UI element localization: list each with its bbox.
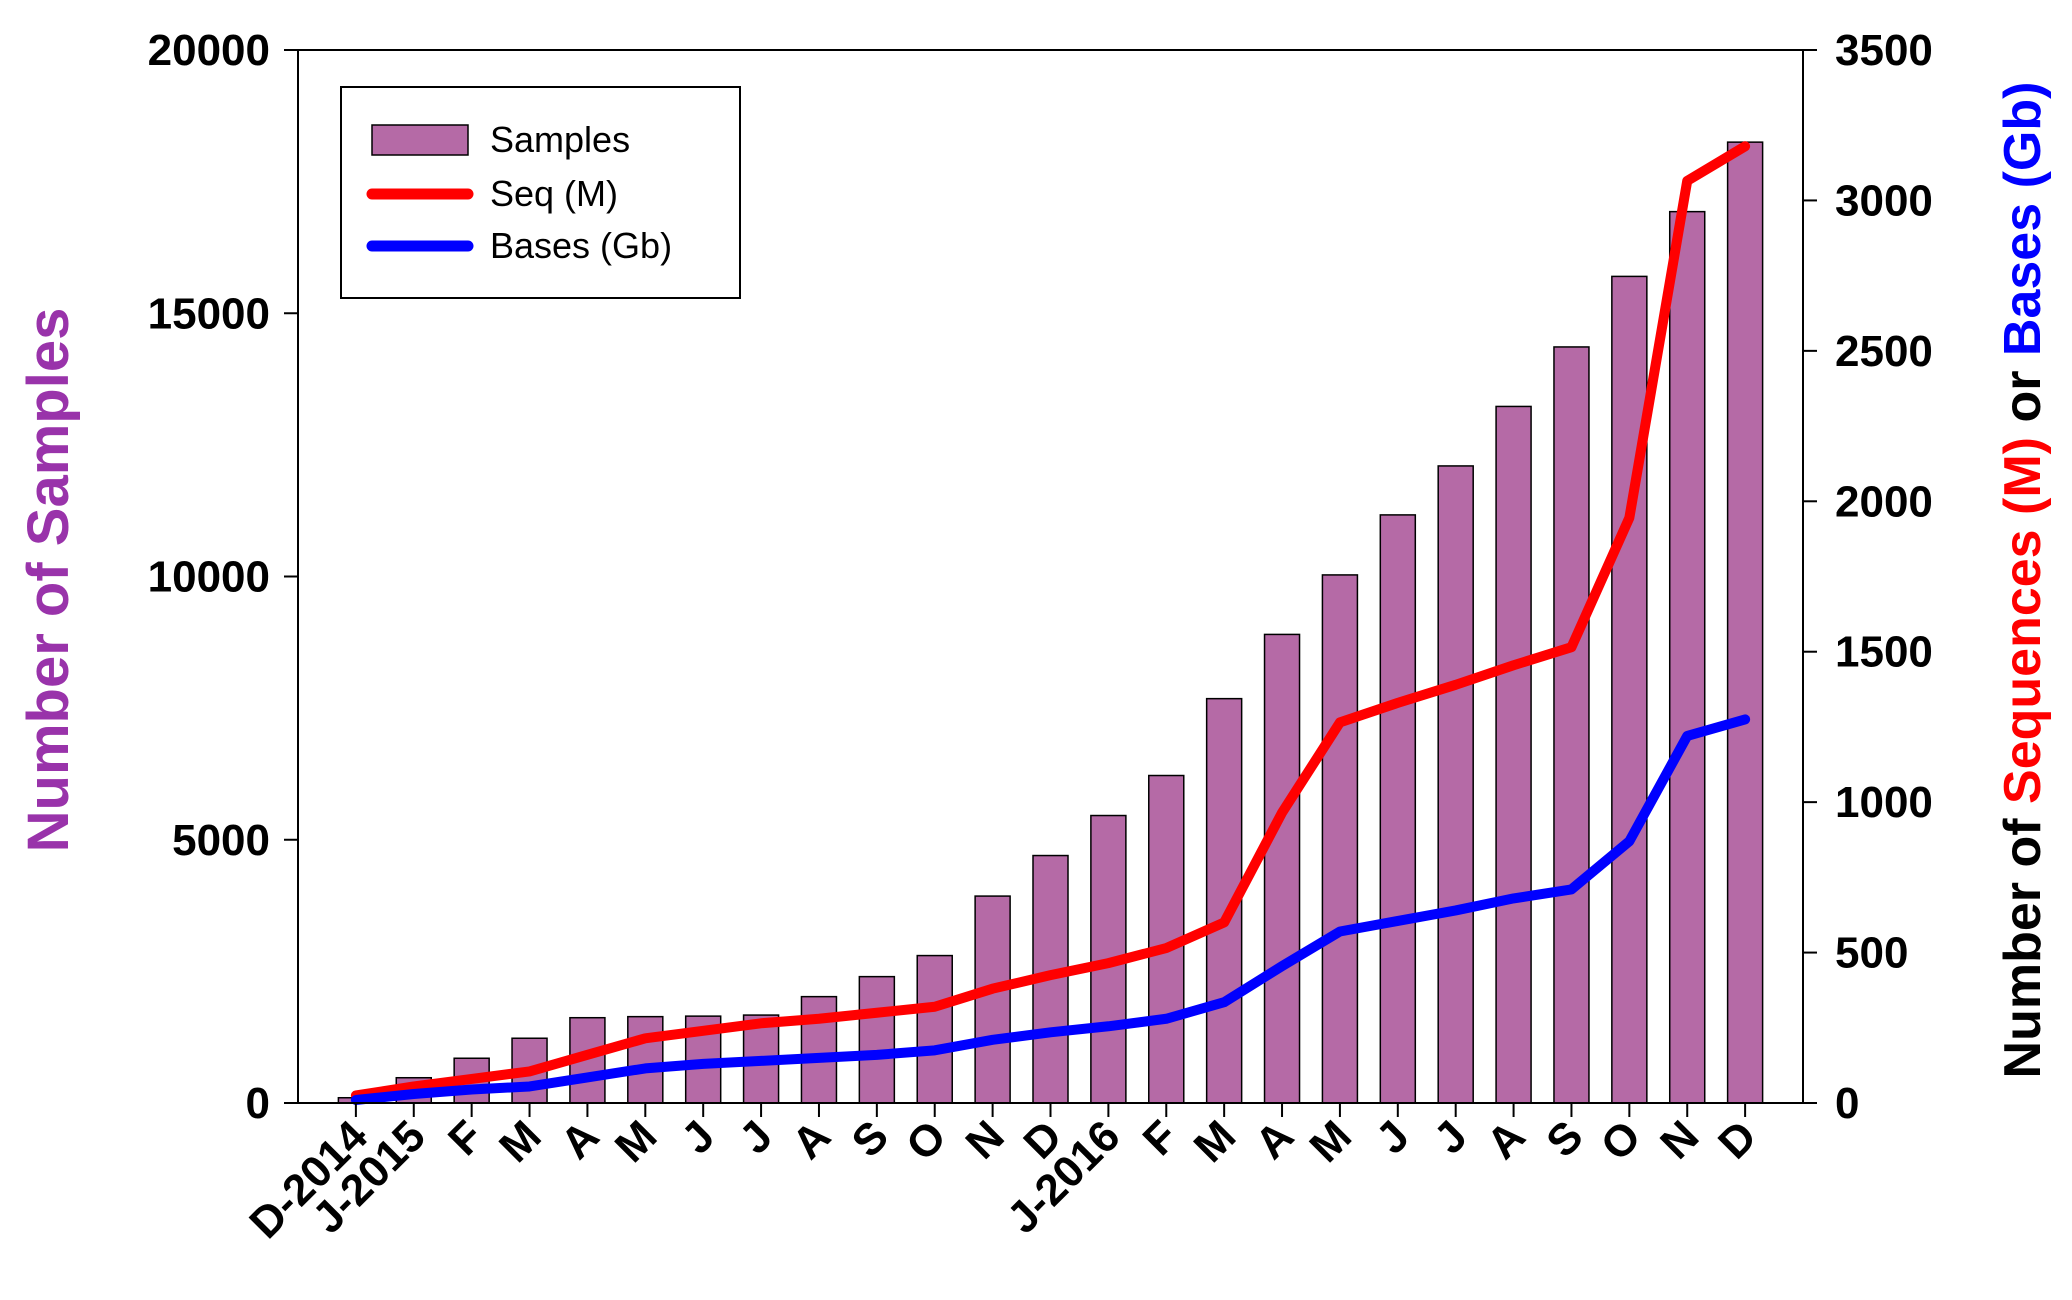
y-axis-left-label: Number of Samples	[16, 308, 81, 853]
legend: Samples Seq (M) Bases (Gb)	[340, 86, 741, 299]
y-right-tick-label: 3000	[1835, 176, 1933, 225]
bar-samples	[1611, 275, 1648, 1104]
bar-samples	[1437, 465, 1474, 1104]
legend-label-samples: Samples	[490, 119, 630, 160]
bar-samples	[1495, 405, 1532, 1104]
y-left-tick-label: 5000	[172, 816, 270, 865]
x-tick-label: J	[730, 1111, 782, 1163]
y-axis-right-label-part: Number of	[1994, 804, 2052, 1078]
x-tick-label: M	[490, 1111, 551, 1172]
x-tick-label: A	[551, 1111, 608, 1168]
y-right-tick-label: 1000	[1835, 778, 1933, 827]
y-axis-right-label-part: Sequences (M)	[1994, 437, 2052, 804]
x-tick-label: M	[1185, 1111, 1246, 1172]
x-tick-label: J	[672, 1111, 724, 1163]
y-right-tick-label: 500	[1835, 929, 1908, 978]
x-tick-label: A	[1478, 1111, 1535, 1168]
y-right-tick-label: 2000	[1835, 477, 1933, 526]
x-tick-label: F	[1134, 1111, 1188, 1165]
bar-samples	[1726, 141, 1764, 1104]
x-tick-label: S	[1537, 1111, 1592, 1166]
bar-samples	[974, 895, 1011, 1104]
y-left-tick-label: 10000	[148, 553, 270, 602]
y-axis-right-label-part: Bases (Gb)	[1994, 82, 2052, 357]
y-left-tick-label: 20000	[148, 26, 270, 75]
y-axis-right-label-part: or	[1994, 356, 2052, 437]
x-tick-label: O	[1592, 1111, 1651, 1170]
y-right-ticks: 0 500 1000 1500 2000 2500 3000 3500	[1803, 26, 1933, 1128]
x-tick-label: N	[1651, 1111, 1708, 1168]
x-tick-label: A	[783, 1111, 840, 1168]
bar-samples	[1668, 210, 1706, 1104]
bar-samples	[916, 954, 953, 1104]
x-tick-label: M	[606, 1111, 667, 1172]
legend-label-bases: Bases (Gb)	[490, 225, 672, 266]
legend-swatch-samples	[371, 124, 469, 156]
line-series-group	[350, 141, 1751, 1105]
line-seq-m	[350, 141, 1751, 1101]
x-tick-label: F	[439, 1111, 493, 1165]
bar-samples	[627, 1015, 664, 1104]
y-right-tick-label: 0	[1835, 1079, 1859, 1128]
bar-series-samples	[337, 141, 1764, 1104]
bar-samples	[1553, 346, 1590, 1104]
bar-samples	[1321, 574, 1359, 1104]
x-tick-label: O	[897, 1111, 956, 1170]
y-right-tick-label: 2500	[1835, 327, 1933, 376]
x-tick-label: S	[843, 1111, 898, 1166]
y-left-tick-label: 0	[246, 1079, 270, 1128]
x-tick-label: J	[1425, 1111, 1477, 1163]
y-right-tick-label: 3500	[1835, 26, 1933, 75]
y-left-ticks: 0 5000 10000 15000 20000	[148, 26, 298, 1128]
line-bases-gb	[350, 714, 1751, 1105]
y-left-tick-label: 15000	[148, 289, 270, 338]
legend-label-seq: Seq (M)	[490, 173, 618, 214]
bar-samples	[1263, 633, 1301, 1104]
x-tick-label: J	[1367, 1111, 1419, 1163]
x-tick-label: M	[1300, 1111, 1361, 1172]
bar-samples	[858, 975, 896, 1104]
y-axis-right-label: Number of Sequences (M) or Bases (Gb)	[1994, 82, 2052, 1079]
y-right-tick-label: 1500	[1835, 628, 1933, 677]
x-tick-label: N	[957, 1111, 1014, 1168]
x-tick-label: A	[1246, 1111, 1303, 1168]
bar-samples	[1379, 514, 1417, 1104]
x-tick-label: D	[1709, 1111, 1766, 1168]
